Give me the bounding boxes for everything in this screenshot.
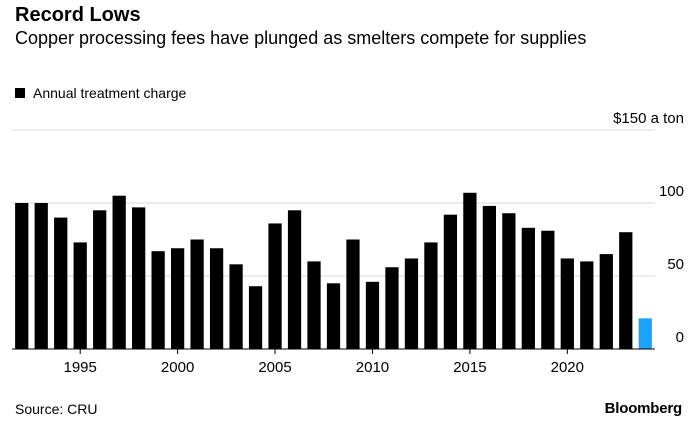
legend-swatch	[15, 88, 25, 98]
bar	[404, 258, 419, 349]
bar	[268, 223, 282, 349]
y-tick-label: 50	[667, 256, 684, 273]
bar	[346, 239, 360, 349]
y-tick-label: 100	[659, 183, 684, 200]
bar	[599, 254, 613, 349]
x-tick-label: 2000	[161, 359, 194, 376]
bar	[463, 192, 477, 349]
bar	[132, 207, 146, 349]
bloomberg-logo: Bloomberg	[604, 400, 683, 417]
source-note: Source: CRU	[15, 401, 98, 417]
bar	[385, 267, 399, 349]
bar	[54, 217, 68, 349]
bar	[34, 203, 48, 349]
bar	[307, 261, 321, 349]
bar	[287, 210, 302, 349]
chart-subtitle: Copper processing fees have plunged as s…	[15, 28, 587, 48]
bar	[541, 230, 555, 349]
x-tick-label: 2020	[551, 359, 584, 376]
bar	[424, 242, 438, 349]
bar	[15, 203, 29, 349]
bar	[112, 195, 126, 349]
bar	[482, 205, 497, 349]
x-tick-label: 2010	[356, 359, 389, 376]
chart-title: Record Lows	[15, 4, 141, 26]
x-tick-label: 2005	[258, 359, 291, 376]
bar	[638, 318, 652, 349]
y-tick-label: 0	[676, 329, 684, 346]
bar	[443, 214, 458, 349]
bar	[560, 258, 574, 349]
x-tick-label: 1995	[64, 359, 97, 376]
legend-label: Annual treatment charge	[33, 85, 187, 101]
bar	[170, 248, 185, 349]
bar	[521, 227, 535, 349]
bar	[365, 281, 380, 349]
bar	[209, 248, 224, 349]
bar	[229, 264, 243, 349]
bar	[190, 239, 204, 349]
x-tick-label: 2015	[453, 359, 486, 376]
bar	[248, 286, 263, 349]
bar	[580, 261, 594, 349]
bar	[326, 283, 341, 349]
bar	[151, 251, 165, 349]
bar	[93, 210, 107, 349]
bar	[619, 232, 633, 349]
y-tick-label: $150 a ton	[613, 110, 684, 127]
legend: Annual treatment charge	[15, 85, 186, 101]
bar	[73, 242, 87, 349]
bar	[502, 213, 516, 349]
